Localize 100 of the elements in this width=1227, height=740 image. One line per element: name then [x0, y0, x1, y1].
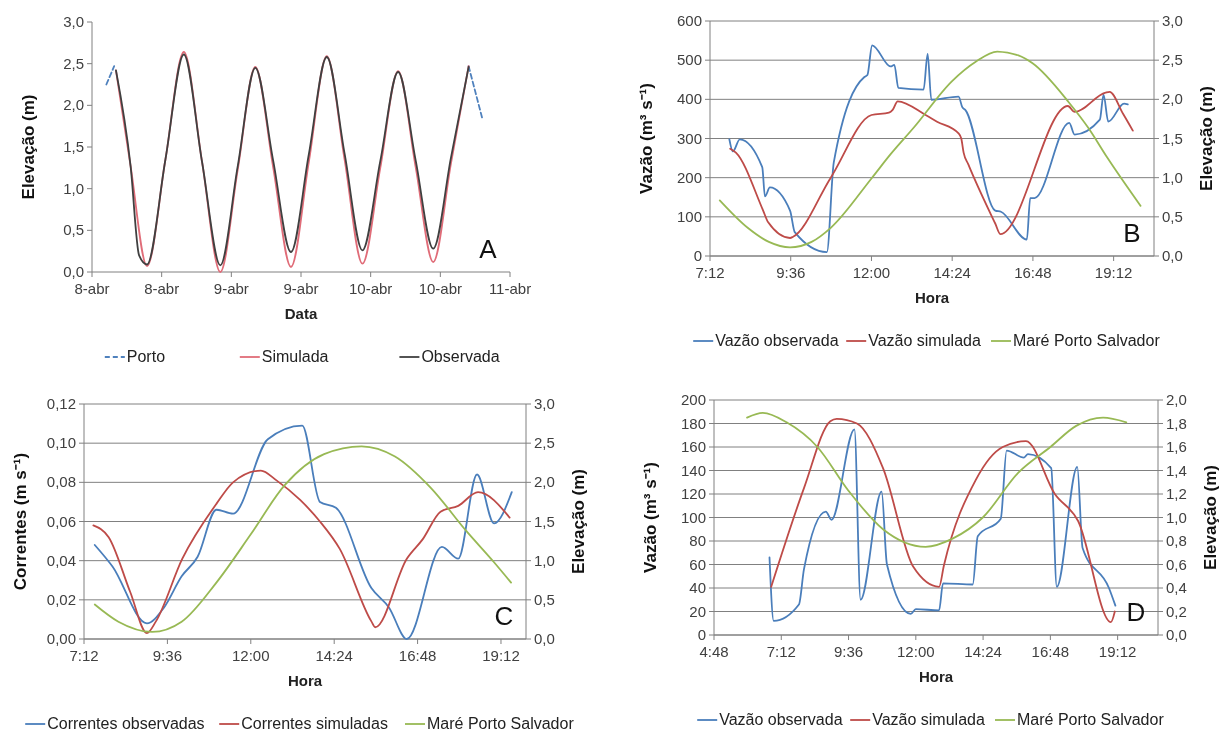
y-tick-label: 0,06 — [46, 512, 76, 530]
x-tick-label: 7:12 — [69, 647, 99, 664]
y2-tick-label: 0,4 — [1166, 579, 1187, 596]
x-tick-label: 12:00 — [852, 264, 891, 281]
y-tick-label: 60 — [689, 555, 706, 573]
y2-tick-label: 0,8 — [1166, 532, 1187, 549]
annotation: C — [494, 601, 514, 631]
y2-tick-label: 1,4 — [1166, 461, 1187, 479]
y2-tick-label: 1,5 — [534, 512, 555, 530]
y2-tick-label: 0,5 — [1162, 207, 1183, 225]
y2-tick-label: 1,8 — [1166, 414, 1187, 432]
line-series — [746, 412, 1128, 548]
x-tick-label: 10-abr — [418, 280, 463, 297]
x-tick-label: 9-abr — [213, 280, 249, 297]
y-tick-label: 1,0 — [63, 179, 84, 197]
x-axis-title: Hora — [914, 289, 950, 306]
x-tick-label: 4:48 — [699, 643, 729, 660]
y2-tick-label: 3,0 — [534, 395, 555, 412]
x-tick-label: 14:24 — [315, 647, 353, 664]
y2-tick-label: 2,0 — [534, 473, 555, 491]
annotation: D — [1126, 597, 1146, 627]
y2-axis-title: Elevação (m) — [569, 469, 588, 574]
y2-tick-label: 0,5 — [534, 590, 555, 608]
y-tick-label: 180 — [680, 414, 706, 432]
x-tick-label: 19:12 — [1094, 264, 1133, 281]
y-tick-label: 200 — [680, 391, 706, 408]
y2-tick-label: 1,0 — [534, 551, 555, 569]
legend-label: Vazão observada — [719, 711, 843, 728]
x-tick-label: 9:36 — [776, 264, 806, 281]
y-axis-title: Vazão (m³ s⁻¹) — [641, 462, 660, 573]
y2-tick-label: 1,5 — [1162, 129, 1183, 147]
x-tick-label: 16:48 — [1014, 264, 1052, 281]
y-tick-label: 2,5 — [63, 54, 84, 72]
legend-label: Vazão simulada — [872, 711, 985, 728]
y-tick-label: 80 — [689, 532, 706, 549]
x-tick-label: 7:12 — [695, 264, 725, 281]
y2-tick-label: 1,0 — [1166, 508, 1187, 526]
y-tick-label: 400 — [676, 90, 702, 108]
y-tick-label: 0 — [697, 626, 706, 643]
y-tick-label: 140 — [680, 461, 706, 479]
x-tick-label: 19:12 — [482, 647, 520, 664]
y2-axis-title: Elevação (m) — [1201, 465, 1220, 570]
x-tick-label: 14:24 — [964, 643, 1002, 660]
y-tick-label: 600 — [676, 12, 702, 29]
legend-label: Maré Porto Salvador — [427, 715, 575, 732]
x-tick-label: 8-abr — [144, 280, 180, 297]
y-axis-title: Vazão (m³ s⁻¹) — [637, 83, 656, 194]
x-tick-label: 11-abr — [488, 280, 532, 297]
y2-tick-label: 0,6 — [1166, 555, 1187, 573]
y-tick-label: 0,12 — [46, 395, 76, 412]
x-axis-title: Hora — [918, 668, 954, 685]
y2-tick-label: 1,2 — [1166, 485, 1187, 502]
y-tick-label: 0,02 — [46, 590, 76, 608]
y-axis-title: Elevação (m) — [19, 94, 38, 200]
y-axis-title: Correntes (m s⁻¹) — [11, 452, 30, 591]
legend-label: Maré Porto Salvador — [1017, 711, 1165, 728]
y-tick-label: 100 — [676, 207, 702, 225]
y-tick-label: 0,04 — [46, 551, 76, 569]
legend-label: Maré Porto Salvador — [1013, 332, 1161, 349]
y2-tick-label: 3,0 — [1162, 12, 1183, 29]
y-tick-label: 200 — [676, 168, 702, 186]
y2-tick-label: 2,5 — [1162, 51, 1183, 69]
x-tick-label: 8-abr — [74, 280, 110, 297]
x-tick-label: 19:12 — [1098, 643, 1137, 660]
y2-tick-label: 0,0 — [1166, 626, 1187, 643]
x-tick-label: 10-abr — [348, 280, 393, 297]
y2-tick-label: 2,0 — [1162, 90, 1183, 108]
y-tick-label: 0,00 — [46, 630, 76, 647]
y-tick-label: 0,10 — [46, 434, 76, 452]
y2-tick-label: 1,0 — [1162, 168, 1183, 186]
x-tick-label: 9:36 — [152, 647, 182, 664]
y2-tick-label: 1,6 — [1166, 438, 1187, 455]
annotation: A — [479, 234, 498, 264]
legend-label: Observada — [421, 348, 500, 365]
y2-tick-label: 0,0 — [1162, 247, 1183, 264]
y2-tick-label: 2,5 — [534, 434, 555, 452]
legend-label: Simulada — [261, 348, 329, 365]
x-axis-title: Hora — [287, 672, 323, 689]
y-tick-label: 1,5 — [63, 138, 84, 155]
y-tick-label: 0,08 — [46, 473, 76, 491]
y-tick-label: 120 — [680, 485, 706, 502]
y-tick-label: 2,0 — [63, 96, 84, 114]
y2-tick-label: 0,0 — [534, 630, 555, 647]
x-tick-label: 12:00 — [232, 647, 270, 664]
y2-axis-title: Elevação (m) — [1197, 86, 1216, 191]
y-tick-label: 0 — [693, 247, 702, 264]
y2-tick-label: 2,0 — [1166, 391, 1187, 408]
y-tick-label: 300 — [676, 129, 702, 147]
legend-label: Porto — [126, 348, 166, 365]
legend-label: Correntes observadas — [47, 715, 205, 732]
legend-label: Vazão simulada — [868, 332, 981, 349]
y2-tick-label: 0,2 — [1166, 602, 1187, 620]
y-tick-label: 0,5 — [63, 221, 84, 239]
x-tick-label: 14:24 — [933, 264, 971, 281]
y-tick-label: 40 — [689, 579, 706, 596]
annotation: B — [1123, 218, 1141, 248]
x-tick-label: 9-abr — [283, 280, 319, 297]
x-tick-label: 16:48 — [1031, 643, 1070, 660]
x-tick-label: 9:36 — [833, 643, 864, 660]
x-tick-label: 16:48 — [398, 647, 437, 664]
